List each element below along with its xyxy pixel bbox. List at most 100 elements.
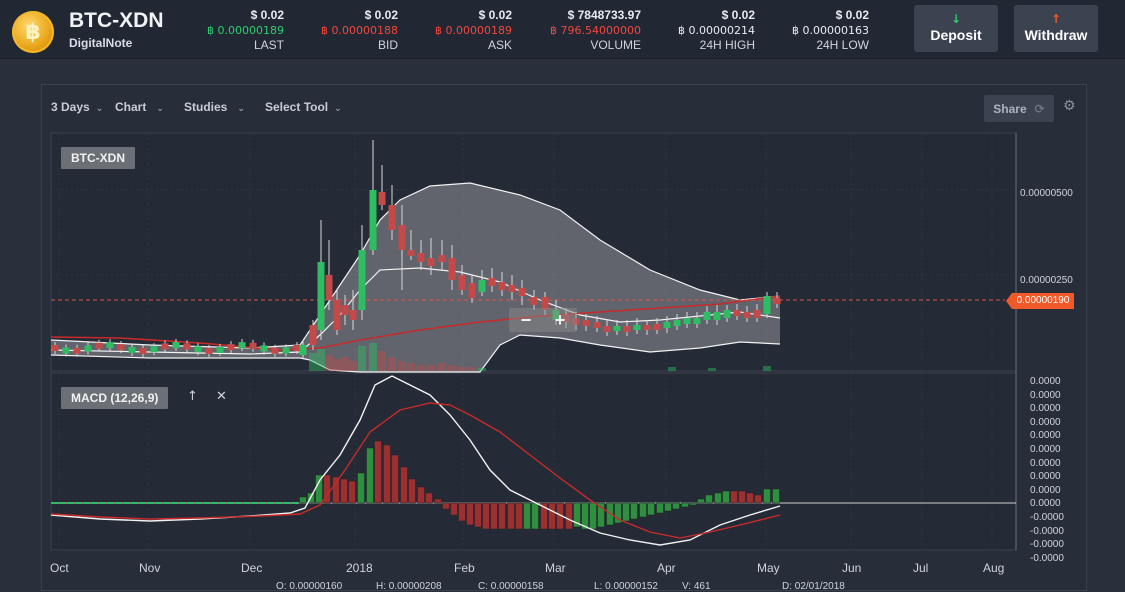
candle-body (663, 322, 671, 328)
candle-body (150, 346, 158, 353)
share-label: Share (993, 101, 1027, 116)
macd-histogram-bar (450, 502, 458, 516)
macd-histogram-bar (730, 490, 738, 504)
macd-histogram-bar (482, 502, 490, 530)
candlestick (448, 245, 456, 290)
bitcoin-logo-icon: ฿ (12, 11, 54, 53)
x-axis-label: May (757, 561, 780, 575)
x-axis-label: Nov (139, 561, 161, 575)
candle-body (378, 192, 386, 205)
zoom-in-button[interactable]: + (554, 309, 566, 330)
volume-bar (708, 368, 716, 371)
candlestick (562, 308, 570, 328)
share-button[interactable]: Share ⟳ (984, 95, 1054, 122)
move-up-icon[interactable]: ↑ (187, 389, 198, 404)
stat-btc: ฿ 796.54000000 (550, 24, 641, 37)
chevron-down-icon: ⌄ (156, 104, 164, 114)
macd-histogram-bar (220, 502, 226, 504)
macd-histogram-bar (772, 488, 780, 504)
candle-body (325, 275, 333, 300)
candlestick (733, 304, 741, 320)
candle-body (341, 305, 349, 315)
chart-type-menu[interactable]: Chart ⌄ (115, 100, 164, 114)
candle-body (653, 324, 661, 330)
candle-body (593, 322, 601, 328)
macd-y-tick: 0.0000 (1030, 444, 1061, 455)
btc-sign-icon: ฿ (550, 24, 558, 37)
deposit-icon: ↓ (950, 12, 962, 26)
volume-bar (325, 355, 333, 371)
range-label: 3 Days (51, 100, 90, 114)
candlestick (753, 304, 761, 322)
macd-histogram-bar (705, 494, 713, 504)
candle-body (498, 282, 506, 290)
candlestick (73, 344, 81, 357)
candle-body (562, 315, 570, 322)
macd-histogram-bar (236, 502, 242, 504)
macd-histogram-bar (622, 502, 630, 522)
x-axis-label: 2018 (346, 561, 373, 575)
candle-body (753, 310, 761, 318)
x-axis-label: Apr (657, 561, 676, 575)
price-y-tick: 0.00000500 (1020, 188, 1073, 199)
candle-body (458, 275, 466, 290)
candlestick (84, 342, 92, 355)
macd-histogram-bar (565, 502, 573, 530)
candle-body (763, 296, 771, 314)
candlestick (488, 268, 496, 292)
candlestick (293, 341, 301, 354)
x-axis-label: Oct (50, 561, 69, 575)
macd-histogram-bar (299, 496, 307, 504)
macd-histogram-bar (252, 502, 258, 504)
macd-histogram-bar (681, 502, 689, 508)
candlestick (317, 220, 325, 340)
candlestick (333, 290, 341, 335)
stat-label: ASK (487, 38, 512, 52)
btc-sign-icon: ฿ (792, 24, 800, 37)
zoom-control: − + (509, 308, 577, 332)
stat-usd: $ 0.02 (364, 8, 398, 22)
candlestick (552, 300, 560, 325)
macd-histogram-bar (196, 502, 202, 504)
zoom-out-button[interactable]: − (520, 309, 532, 330)
macd-histogram-bar (466, 502, 474, 526)
range-selector[interactable]: 3 Days ⌄ (51, 100, 103, 114)
candlestick (216, 343, 224, 356)
macd-histogram-bar (357, 472, 365, 504)
candle-body (603, 326, 611, 332)
macd-histogram-bar (100, 502, 106, 504)
macd-y-tick: 0.0000 (1030, 457, 1061, 469)
candle-body (260, 345, 268, 352)
candle-body (282, 347, 290, 354)
candle-body (713, 312, 721, 320)
candlestick (603, 320, 611, 336)
stat-usd: $ 0.02 (721, 8, 755, 22)
macd-histogram-bar (714, 492, 722, 504)
candle-body (407, 250, 415, 256)
x-axis-label: Aug (983, 561, 1005, 575)
candlestick (541, 292, 549, 315)
settings-gear-icon[interactable]: ⚙ (1063, 98, 1076, 114)
stat-ask: $ 0.02 ฿ 0.00000189 ASK (435, 8, 512, 53)
withdraw-button[interactable]: ↑ Withdraw (1014, 5, 1098, 52)
macd-y-tick: -0.0000 (1030, 512, 1064, 523)
coin-name: DigitalNote (69, 36, 133, 50)
macd-histogram-bar (507, 502, 515, 530)
select-tool-label: Select Tool (265, 100, 329, 114)
select-tool-menu[interactable]: Select Tool ⌄ (265, 100, 342, 114)
close-icon[interactable]: ✕ (216, 389, 227, 404)
ohlc-date: D: 02/01/2018 (782, 581, 845, 592)
candlestick (249, 339, 257, 352)
candle-body (309, 325, 317, 345)
price-panel (50, 132, 1017, 372)
macd-histogram-bar (746, 492, 754, 504)
candlestick (643, 320, 651, 335)
macd-histogram-bar (108, 502, 114, 504)
volume-bar (458, 367, 466, 371)
candle-body (62, 347, 70, 354)
macd-histogram-bar (132, 502, 138, 504)
studies-menu[interactable]: Studies ⌄ (184, 100, 245, 114)
deposit-button[interactable]: ↓ Deposit (914, 5, 998, 52)
volume-bar (438, 363, 446, 371)
